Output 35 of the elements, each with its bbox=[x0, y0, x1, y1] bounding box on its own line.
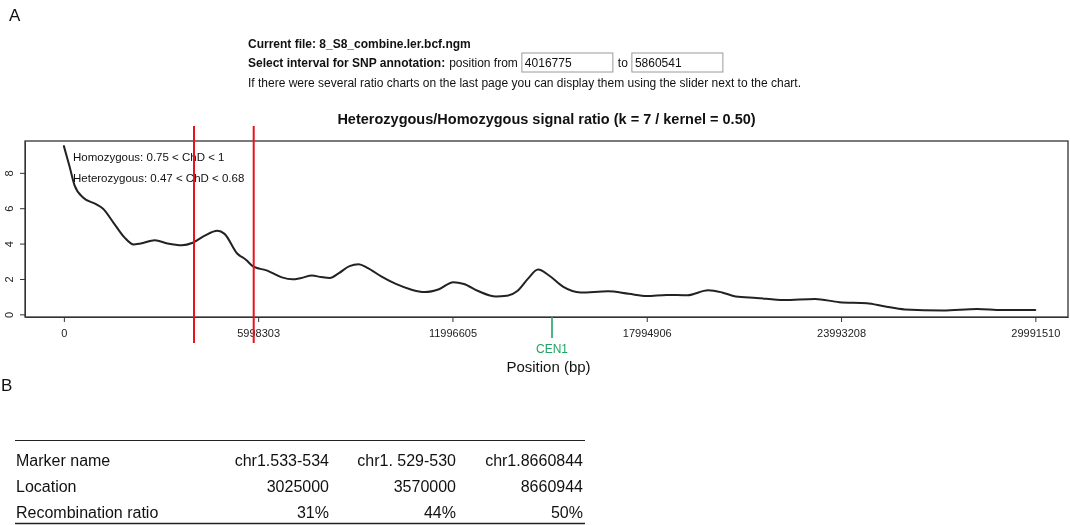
text: to bbox=[617, 56, 629, 70]
data-label: 3025000 bbox=[266, 478, 330, 495]
line-series bbox=[62, 145, 1037, 312]
y-tick-label: 8 bbox=[3, 170, 15, 177]
text: Recombination ratio bbox=[16, 504, 159, 521]
data-label: 8660944 bbox=[520, 478, 584, 495]
data-label: 44% bbox=[423, 504, 456, 521]
text: Location bbox=[16, 478, 77, 495]
text: A bbox=[9, 6, 21, 25]
x-tick-label: 29991510 bbox=[1011, 326, 1061, 339]
x-axis-title: Position (bp) bbox=[506, 358, 591, 375]
x-tick-label: 0 bbox=[61, 326, 68, 339]
data-label: 3570000 bbox=[393, 478, 457, 495]
x-tick-label: 11996605 bbox=[428, 326, 478, 339]
text: B bbox=[1, 376, 13, 395]
ref-line-label: CEN1 bbox=[536, 342, 569, 356]
input-field: 5860541 bbox=[631, 52, 724, 73]
y-tick-label: 0 bbox=[3, 311, 15, 318]
y-tick-label: 2 bbox=[3, 276, 15, 283]
text: Select interval for SNP annotation: bbox=[248, 56, 446, 70]
category-label: chr1.533-534 bbox=[234, 452, 330, 469]
chart-title: Heterozygous/Homozygous signal ratio (k = 7 / kernel = 0.50) bbox=[337, 111, 756, 127]
y-tick-label: 4 bbox=[3, 241, 15, 248]
y-tick-label: 6 bbox=[3, 205, 15, 212]
input-field: 4016775 bbox=[521, 52, 614, 73]
data-label: 50% bbox=[550, 504, 583, 521]
data-label: 31% bbox=[296, 504, 329, 521]
text: Current file: 8_S8_combine.ler.bcf.ngm bbox=[248, 37, 471, 51]
category-label: chr1. 529-530 bbox=[357, 452, 457, 469]
x-tick-label: 23993208 bbox=[817, 326, 867, 339]
text: position from bbox=[449, 56, 518, 70]
text: Marker name bbox=[16, 452, 111, 469]
category-label: chr1.8660844 bbox=[485, 452, 584, 469]
text: If there were several ratio charts on the last page you can display them using the slider next to the chart. bbox=[248, 76, 801, 90]
x-tick-label: 17994906 bbox=[622, 326, 672, 339]
